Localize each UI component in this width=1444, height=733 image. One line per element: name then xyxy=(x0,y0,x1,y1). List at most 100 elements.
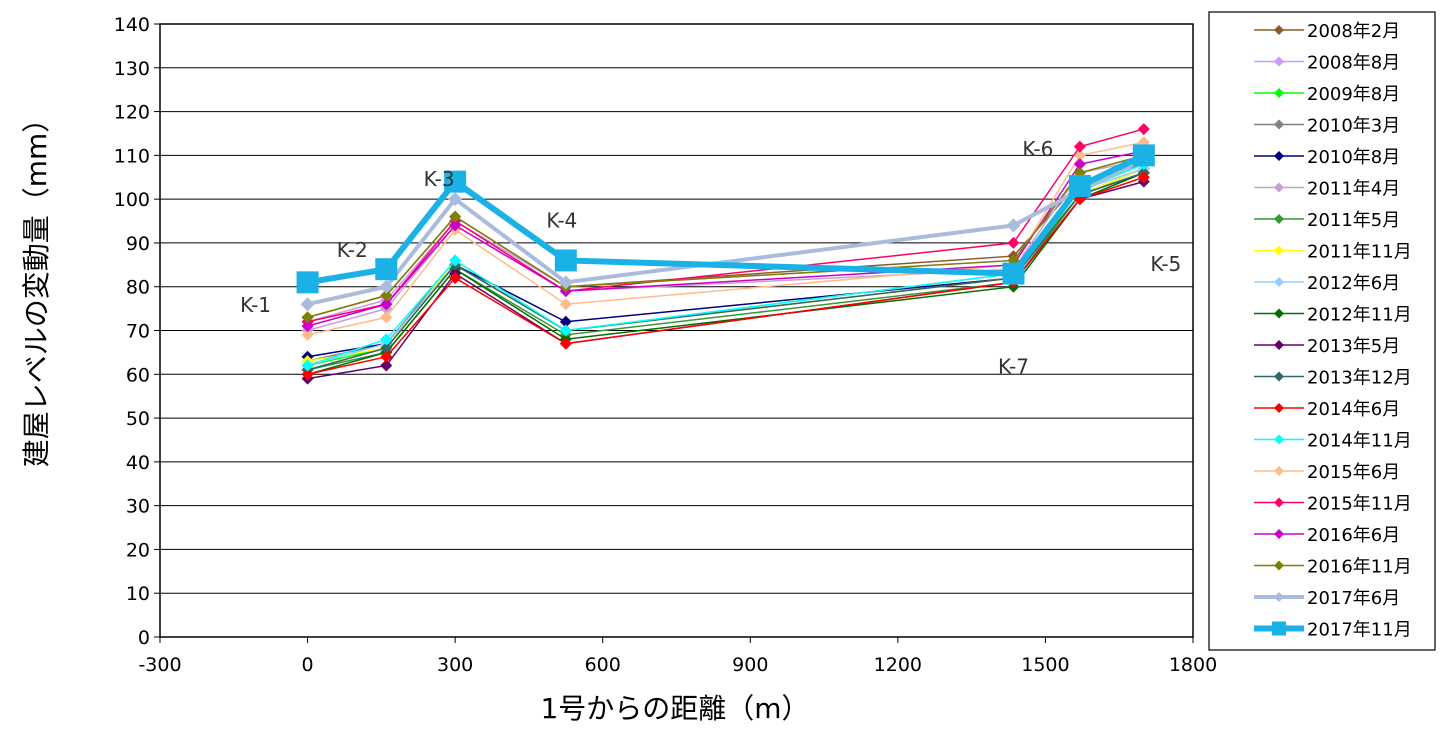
x-tick-label: 0 xyxy=(302,654,314,676)
legend-item: 2011年5月 xyxy=(1254,210,1400,231)
x-tick-label: 1800 xyxy=(1169,654,1217,676)
x-tick-label: 1200 xyxy=(874,654,922,676)
data-point xyxy=(558,275,573,290)
legend-swatch-marker xyxy=(1274,182,1284,193)
data-point xyxy=(301,368,314,381)
data-point xyxy=(301,311,314,324)
legend-item: 2010年8月 xyxy=(1254,147,1400,168)
data-point xyxy=(559,337,572,350)
point-labels: K-1 K-2 K-3 K-4 K-7 K-6 K-5 xyxy=(240,137,1181,378)
data-point xyxy=(300,297,315,312)
data-point xyxy=(1073,140,1086,153)
legend-item: 2009年8月 xyxy=(1254,84,1400,105)
legend-item: 2013年5月 xyxy=(1254,336,1400,357)
legend-item: 2014年11月 xyxy=(1254,431,1412,452)
data-point xyxy=(1002,262,1025,285)
legend-label: 2014年6月 xyxy=(1307,399,1400,420)
data-point xyxy=(449,219,462,232)
data-point xyxy=(301,328,314,341)
point-label: K-5 xyxy=(1150,252,1181,276)
legend-item: 2013年12月 xyxy=(1254,368,1412,389)
legend-item: 2010年3月 xyxy=(1254,116,1400,137)
data-point xyxy=(449,254,462,267)
y-tick-label: 30 xyxy=(126,496,150,518)
x-tick-label: 300 xyxy=(437,654,473,676)
data-point xyxy=(559,324,572,337)
data-point xyxy=(1006,218,1021,233)
legend-label: 2011年11月 xyxy=(1307,242,1412,263)
data-point xyxy=(1068,175,1091,198)
legend-box xyxy=(1208,11,1436,651)
y-tick-label: 120 xyxy=(114,102,150,124)
legend-swatch-marker xyxy=(1274,371,1284,382)
y-tick-label: 10 xyxy=(126,583,150,605)
data-point xyxy=(380,350,393,363)
x-axis-title: 1号からの距離（m） xyxy=(540,692,809,725)
y-tick-label: 0 xyxy=(138,627,150,649)
legend-item: 2017年6月 xyxy=(1254,588,1400,609)
legend: 2008年2月 2008年8月 2009年8月 2010年3月 2010年8月 2011年… xyxy=(1208,11,1436,651)
legend-item: 2015年11月 xyxy=(1254,494,1412,515)
legend-swatch-marker xyxy=(1274,497,1284,508)
y-axis-title: 建屋レベルの変動量（mm） xyxy=(20,105,53,468)
data-point xyxy=(380,289,393,302)
legend-swatch-marker xyxy=(1274,434,1284,445)
data-point xyxy=(559,298,572,311)
legend-swatch-marker xyxy=(1272,621,1286,636)
data-point xyxy=(1073,149,1086,162)
data-point xyxy=(296,271,319,294)
legend-label: 2013年5月 xyxy=(1307,336,1400,357)
legend-label: 2012年6月 xyxy=(1307,273,1400,294)
data-point xyxy=(1137,123,1150,136)
legend-swatch-marker xyxy=(1274,592,1284,602)
y-tick-label: 140 xyxy=(114,14,150,36)
data-point xyxy=(1137,171,1150,184)
y-tick-label: 70 xyxy=(126,321,150,343)
axes: 0 10 20 30 40 50 60 70 80 90 100 110 120 130 140 -300 0 3… xyxy=(114,14,1217,676)
legend-label: 2016年11月 xyxy=(1307,557,1412,578)
y-tick-label: 80 xyxy=(126,277,150,299)
y-tick-label: 110 xyxy=(114,145,150,167)
legend-swatch-marker xyxy=(1274,214,1284,224)
data-point xyxy=(554,249,577,272)
data-point xyxy=(380,342,393,355)
legend-label: 2013年12月 xyxy=(1307,368,1412,389)
legend-label: 2016年6月 xyxy=(1307,525,1400,546)
legend-item: 2015年6月 xyxy=(1254,462,1400,483)
series-2017年11月 xyxy=(296,144,1155,294)
data-point xyxy=(449,210,462,223)
legend-label: 2017年6月 xyxy=(1307,588,1400,609)
legend-label: 2014年11月 xyxy=(1307,431,1412,452)
legend-swatch-marker xyxy=(1274,25,1284,35)
legend-item: 2008年8月 xyxy=(1254,53,1400,74)
data-point xyxy=(375,258,398,281)
data-point xyxy=(301,359,314,372)
legend-item: 2012年11月 xyxy=(1254,305,1412,326)
data-point xyxy=(449,271,462,284)
data-point xyxy=(559,315,572,328)
legend-swatch-marker xyxy=(1274,151,1284,161)
legend-swatch-marker xyxy=(1274,529,1284,539)
legend-swatch-marker xyxy=(1274,56,1284,67)
y-tick-label: 90 xyxy=(126,233,150,255)
point-label: K-4 xyxy=(546,208,577,232)
legend-item: 2012年6月 xyxy=(1254,273,1400,294)
x-tick-label: -300 xyxy=(138,654,181,676)
legend-swatch-marker xyxy=(1274,340,1284,350)
x-tick-label: 600 xyxy=(585,654,621,676)
legend-item: 2014年6月 xyxy=(1254,399,1400,420)
data-point xyxy=(380,333,393,346)
series-2014年6月 xyxy=(301,171,1150,381)
legend-label: 2009年8月 xyxy=(1307,84,1400,105)
legend-label: 2017年11月 xyxy=(1307,620,1412,641)
legend-item: 2011年4月 xyxy=(1254,179,1400,200)
point-label: K-7 xyxy=(998,354,1029,378)
x-tick-label: 1500 xyxy=(1021,654,1069,676)
legend-swatch-marker xyxy=(1274,277,1284,287)
legend-swatch-marker xyxy=(1274,119,1284,130)
y-tick-label: 60 xyxy=(126,364,150,386)
point-label: K-2 xyxy=(337,238,368,262)
data-point xyxy=(380,359,393,372)
data-point xyxy=(1073,158,1086,171)
